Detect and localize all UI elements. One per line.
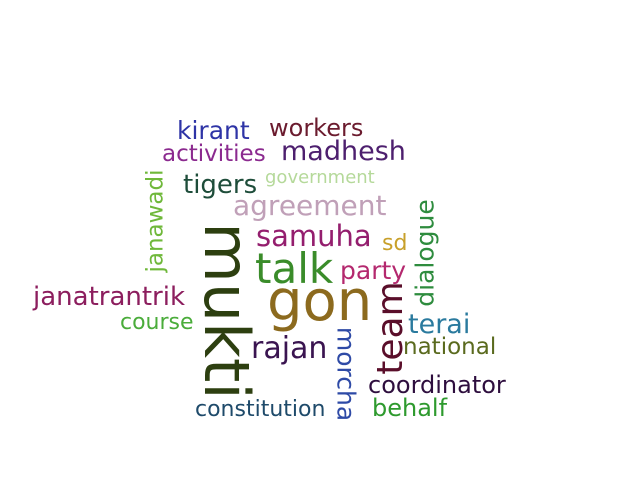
word-gon: gon	[267, 269, 373, 334]
word-coordinator: coordinator	[368, 371, 506, 399]
word-tigers: tigers	[183, 170, 258, 200]
word-national: national	[403, 334, 497, 360]
word-samuha: samuha	[256, 219, 372, 253]
word-party: party	[340, 256, 407, 285]
word-government: government	[265, 167, 375, 188]
word-terai: terai	[408, 309, 471, 340]
word-rajan: rajan	[251, 331, 328, 366]
word-agreement: agreement	[233, 189, 387, 222]
word-activities: activities	[162, 141, 266, 167]
word-janatrantrik: janatrantrik	[33, 282, 186, 312]
word-janawadi: janawadi	[142, 169, 169, 273]
word-mukti: mukti	[190, 222, 263, 400]
word-kirant: kirant	[177, 116, 250, 145]
word-dialogue: dialogue	[410, 199, 440, 307]
word-behalf: behalf	[372, 394, 448, 422]
word-morcha: morcha	[331, 326, 361, 422]
word-course: course	[120, 310, 194, 335]
word-madhesh: madhesh	[281, 136, 406, 167]
word-team: team	[370, 281, 411, 375]
word-sd: sd	[382, 231, 408, 256]
word-constitution: constitution	[195, 397, 326, 422]
word-talk: talk	[255, 244, 334, 293]
word-workers: workers	[269, 114, 364, 142]
